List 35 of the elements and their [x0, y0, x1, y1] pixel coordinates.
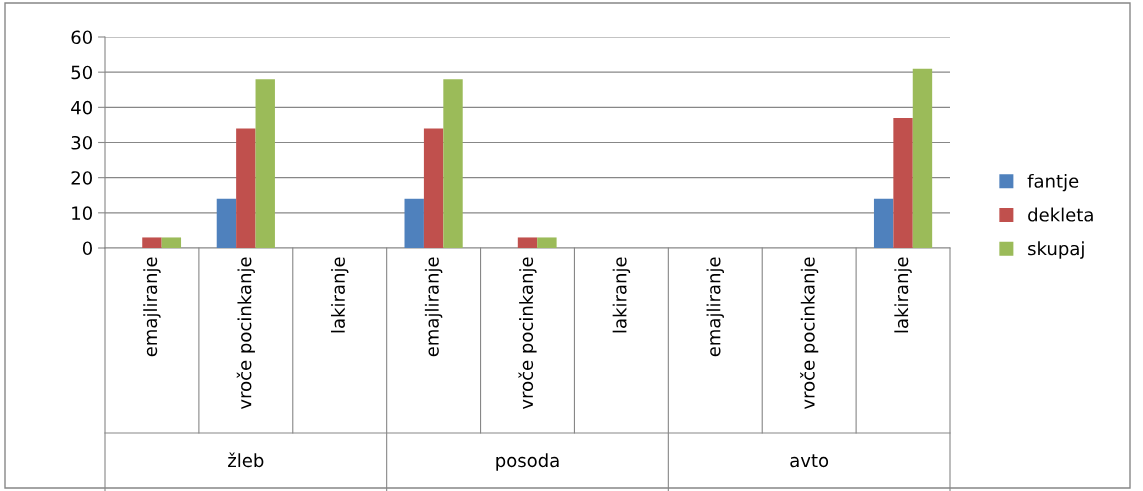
bar — [912, 68, 933, 248]
x-tick-label: emajliranje — [706, 257, 725, 357]
bar — [873, 198, 894, 248]
y-tick-label: 10 — [72, 206, 92, 220]
bar — [216, 198, 237, 248]
x-tick-label: emajliranje — [143, 257, 161, 357]
x-tick-label: lakiranje — [894, 257, 912, 333]
x-tick-label: lakiranje — [612, 257, 631, 333]
y-tick-label: 30 — [71, 135, 92, 150]
text: žleb — [228, 452, 264, 468]
y-tick-label: 50 — [71, 65, 92, 80]
bar — [517, 237, 538, 248]
y-tick-label: 60 — [71, 30, 92, 45]
x-tick-label: vroče pocinkanje — [800, 257, 819, 410]
bar — [404, 198, 424, 248]
bar — [161, 237, 182, 248]
bar — [423, 128, 444, 248]
bar — [255, 79, 275, 248]
bar — [893, 117, 913, 248]
x-tick-label: vroče pocinkanje — [236, 257, 255, 410]
y-tick-label: 20 — [71, 171, 92, 185]
x-tick-label: vroče pocinkanje — [518, 257, 537, 410]
y-tick-label: 40 — [71, 100, 92, 115]
bar — [236, 128, 256, 248]
legend-label: dekleta — [1028, 207, 1093, 222]
x-tick-label: emajliranje — [424, 257, 443, 357]
bar — [443, 79, 463, 248]
legend-label: skupaj — [1028, 241, 1084, 259]
legend-label: fantje — [1027, 173, 1079, 192]
bar — [537, 237, 557, 248]
text: avto — [790, 454, 829, 468]
bar — [142, 237, 162, 248]
y-tick-label: 0 — [82, 241, 92, 256]
x-tick-label: lakiranje — [330, 257, 349, 333]
text: posoda — [496, 453, 559, 471]
